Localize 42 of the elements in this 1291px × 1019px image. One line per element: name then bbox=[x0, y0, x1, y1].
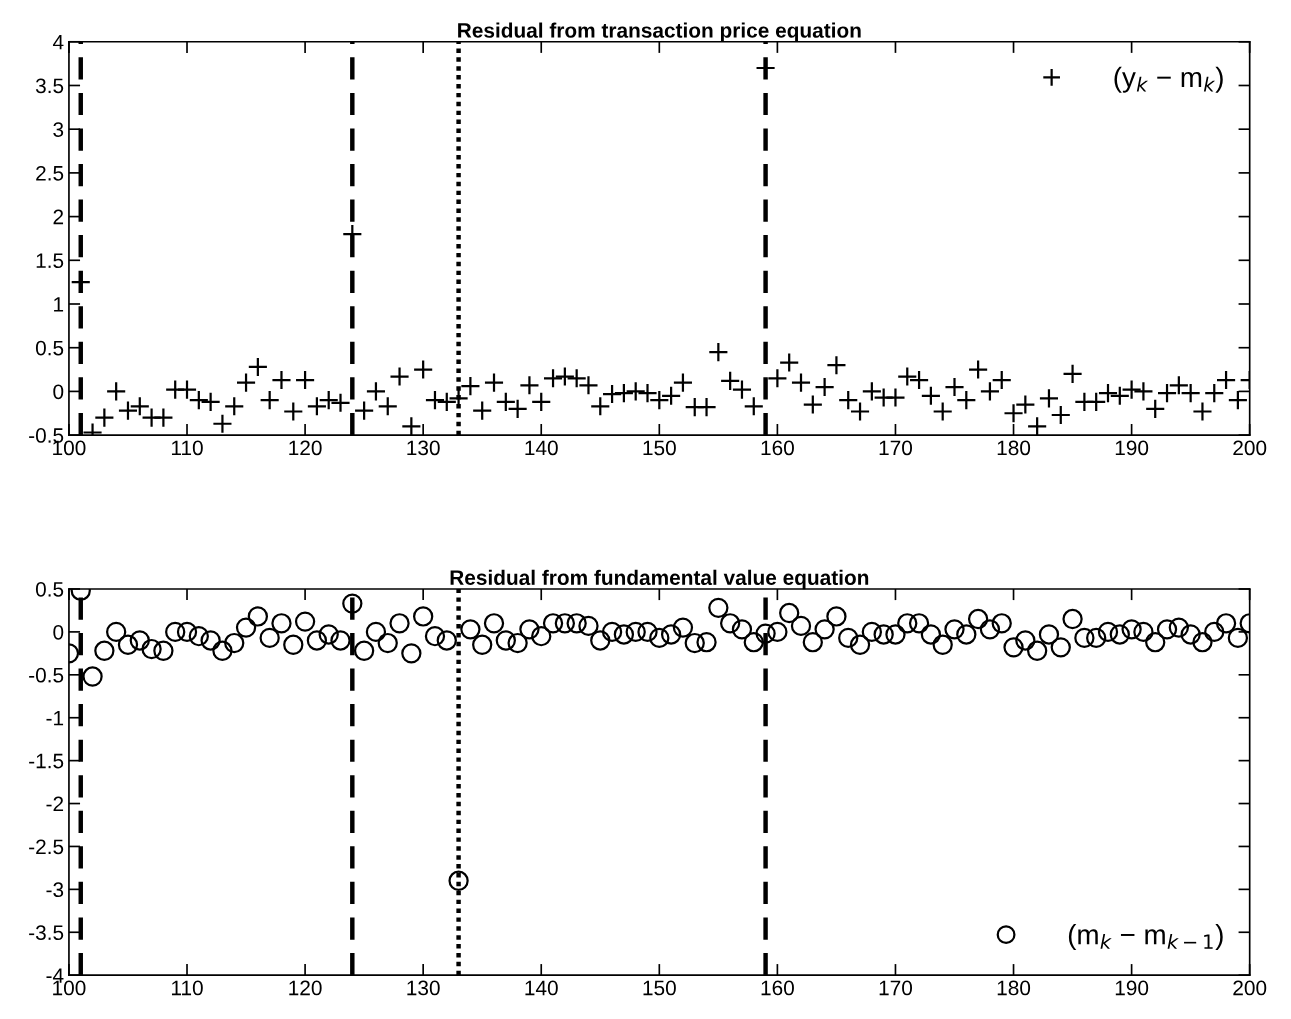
y-tick-label: -1.5 bbox=[29, 753, 64, 769]
x-tick-label: 140 bbox=[525, 440, 558, 456]
y-tick-label: -2.5 bbox=[29, 839, 64, 855]
x-tick-label: 190 bbox=[1115, 440, 1149, 456]
legend-label: (y$_{k}$ − m$_{k}$) bbox=[1114, 66, 1223, 93]
y-tick-label: 0 bbox=[53, 624, 64, 640]
x-tick-label: 120 bbox=[289, 980, 322, 996]
x-tick-label: 200 bbox=[1233, 980, 1267, 996]
x-tick-label: 160 bbox=[761, 440, 794, 456]
legend-label: (m$_{k}$ − m$_{k−1}$) bbox=[1068, 924, 1223, 950]
x-tick-label: 140 bbox=[525, 980, 558, 996]
chart-title: Residual from transaction price equation bbox=[458, 22, 861, 42]
y-tick-label: 1 bbox=[54, 297, 64, 312]
y-tick-label: -2 bbox=[46, 796, 64, 812]
x-tick-label: 110 bbox=[171, 440, 203, 456]
y-tick-label: -1 bbox=[46, 710, 64, 726]
y-tick-label: -3.5 bbox=[29, 925, 64, 941]
x-tick-label: 190 bbox=[1115, 980, 1149, 996]
y-tick-label: 0.5 bbox=[35, 340, 64, 356]
y-tick-label: 2.5 bbox=[36, 165, 64, 181]
x-tick-label: 150 bbox=[643, 980, 676, 996]
x-tick-label: 170 bbox=[879, 440, 913, 456]
x-tick-label: 180 bbox=[997, 980, 1031, 996]
x-tick-label: 170 bbox=[879, 980, 913, 996]
x-tick-label: 130 bbox=[407, 440, 440, 456]
x-tick-label: 150 bbox=[643, 440, 676, 456]
x-tick-label: 160 bbox=[761, 980, 794, 996]
x-tick-label: 120 bbox=[289, 440, 322, 456]
x-tick-label: 200 bbox=[1233, 440, 1267, 456]
y-tick-label: 1.5 bbox=[36, 253, 64, 269]
x-tick-label: 180 bbox=[997, 440, 1031, 456]
y-tick-label: -3 bbox=[46, 882, 64, 898]
chart-title: Residual from fundamental value equation bbox=[450, 569, 869, 590]
y-tick-label: 2 bbox=[53, 209, 64, 225]
y-tick-label: -0.5 bbox=[29, 667, 64, 683]
x-tick-label: 130 bbox=[407, 980, 440, 996]
x-tick-label: 110 bbox=[171, 980, 203, 996]
y-tick-label: 4 bbox=[52, 35, 64, 50]
y-tick-label: 3.5 bbox=[35, 78, 64, 94]
y-tick-label: 0.5 bbox=[35, 581, 64, 597]
y-tick-label: 3 bbox=[53, 122, 64, 137]
y-tick-label: 0 bbox=[53, 384, 64, 400]
